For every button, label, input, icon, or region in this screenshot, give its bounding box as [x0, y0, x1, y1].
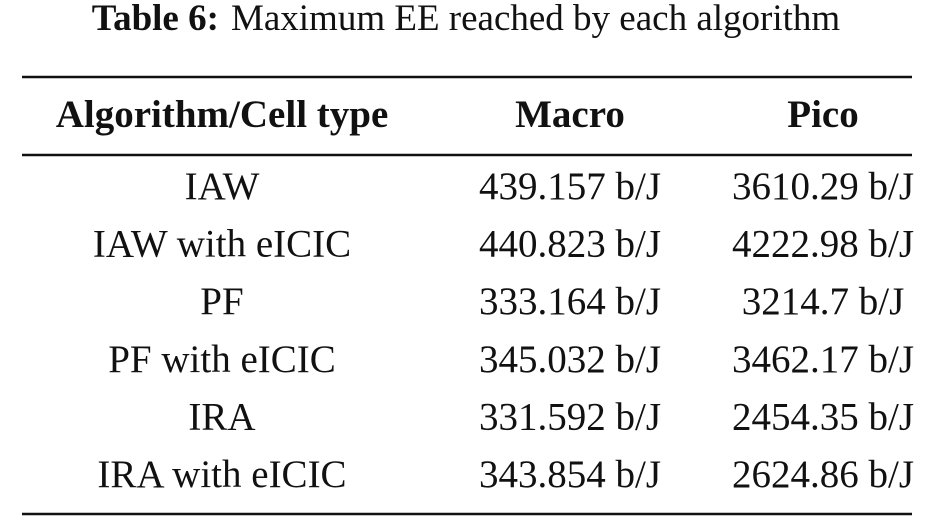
table-cell: 3462.17 b/J — [732, 338, 914, 381]
header-cell: Algorithm/Cell type — [56, 93, 389, 136]
table-cell: IRA with eICIC — [97, 453, 346, 496]
table-cell: 2624.86 b/J — [732, 453, 914, 496]
table-cell: 439.157 b/J — [479, 165, 661, 208]
table-cell: IAW — [185, 165, 260, 208]
caption-label: Table 6: — [92, 0, 219, 39]
table-cell: IRA — [188, 395, 255, 438]
table-cell: PF — [200, 280, 243, 323]
table-cell: IAW with eICIC — [93, 223, 351, 266]
table-cell: 3610.29 b/J — [732, 165, 914, 208]
table-cell: 331.592 b/J — [479, 395, 661, 438]
table-cell: 3214.7 b/J — [742, 280, 905, 323]
header-cell: Macro — [515, 93, 625, 136]
caption: Table 6: Maximum EE reached by each algor… — [92, 0, 841, 39]
table-cell: 333.164 b/J — [479, 280, 661, 323]
table-cell: 440.823 b/J — [479, 223, 661, 266]
table-cell: 4222.98 b/J — [732, 223, 914, 266]
table-cell: 345.032 b/J — [479, 338, 661, 381]
table-cell: PF with eICIC — [108, 338, 336, 381]
caption-text: Maximum EE reached by each algorithm — [231, 0, 840, 39]
table-cell: 343.854 b/J — [479, 453, 661, 496]
table-cell: 2454.35 b/J — [732, 395, 914, 438]
header-cell: Pico — [787, 93, 858, 136]
